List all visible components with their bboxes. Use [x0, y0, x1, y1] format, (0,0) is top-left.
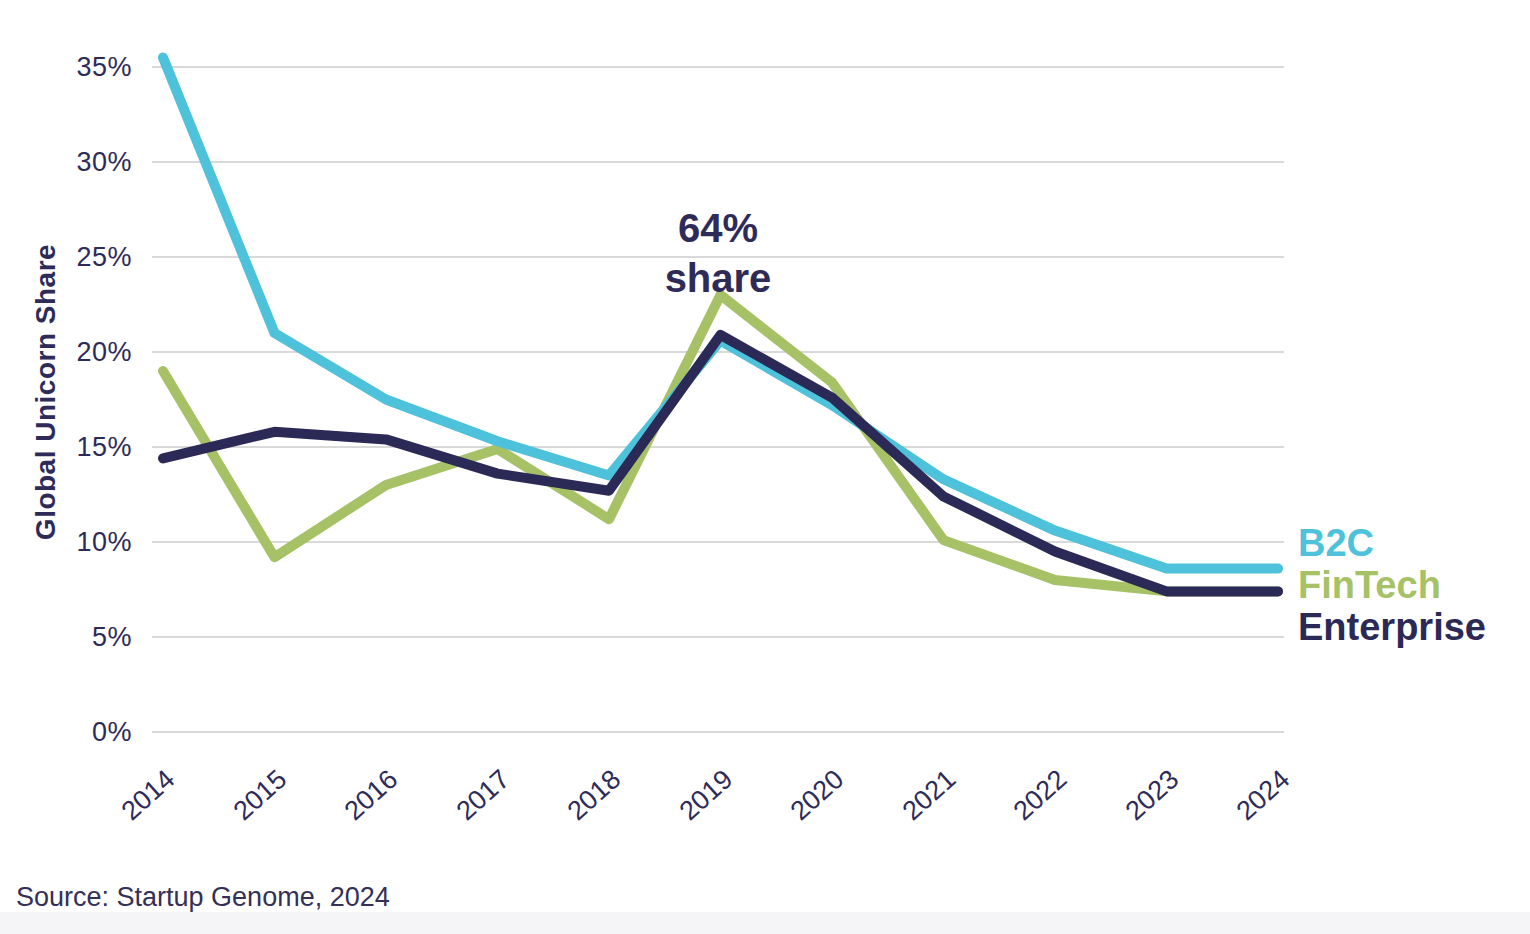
- peak-annotation-label: share: [608, 253, 828, 303]
- y-tick-label: 15%: [20, 431, 132, 463]
- source-note: Source: Startup Genome, 2024: [16, 882, 390, 913]
- y-tick-label: 0%: [20, 716, 132, 748]
- legend: B2CFinTechEnterprise: [1298, 522, 1486, 648]
- legend-item-enterprise: Enterprise: [1298, 606, 1486, 648]
- y-tick-label: 10%: [20, 526, 132, 558]
- chart-svg: [0, 0, 1530, 934]
- y-tick-label: 30%: [20, 146, 132, 178]
- footer-strip: [0, 912, 1530, 934]
- peak-annotation-value: 64%: [608, 203, 828, 253]
- y-tick-label: 35%: [20, 51, 132, 83]
- peak-annotation: 64% share: [608, 203, 828, 303]
- y-tick-label: 25%: [20, 241, 132, 273]
- y-tick-label: 5%: [20, 621, 132, 653]
- legend-item-b2c: B2C: [1298, 522, 1486, 564]
- y-axis-title: Global Unicorn Share: [29, 222, 63, 562]
- y-tick-label: 20%: [20, 336, 132, 368]
- chart-container: Global Unicorn Share 64% share B2CFinTec…: [0, 0, 1530, 934]
- series-line-b2c: [163, 58, 1278, 569]
- legend-item-fintech: FinTech: [1298, 564, 1486, 606]
